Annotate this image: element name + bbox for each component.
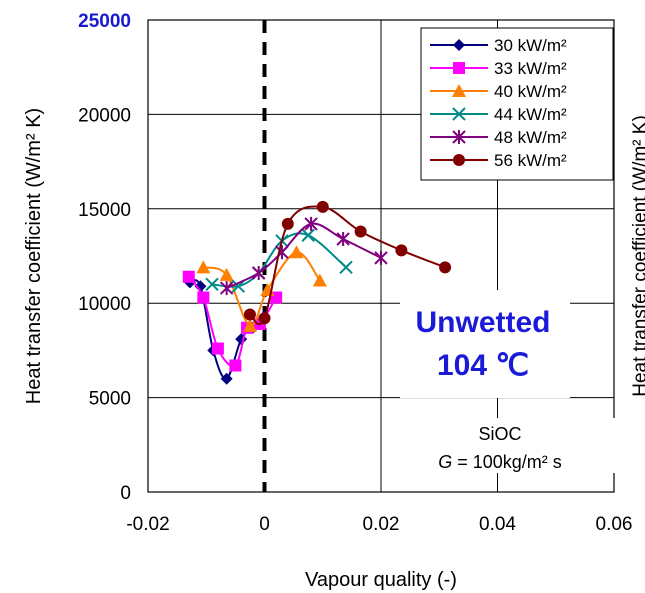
data-point <box>395 244 408 257</box>
data-point <box>243 308 256 321</box>
annotation-background-lower <box>445 418 615 473</box>
legend-marker <box>452 84 466 97</box>
legend-label: 40 kW/m² <box>494 82 567 101</box>
data-point <box>205 277 219 292</box>
x-axis-title: Vapour quality (-) <box>305 569 457 591</box>
data-point <box>251 265 266 280</box>
plot-frame <box>147 19 615 493</box>
y-axis-title: Heat transfer coefficient (W/m² K) <box>23 108 45 404</box>
series-layer <box>182 200 452 385</box>
data-point <box>219 267 234 281</box>
annotation-background <box>400 290 570 398</box>
y-tick-label: 10000 <box>78 294 131 315</box>
legend-entry: 44 kW/m² <box>430 105 567 124</box>
material-label: SiOC <box>478 424 521 444</box>
data-point <box>197 291 210 304</box>
data-point <box>354 225 367 238</box>
x-tick-labels: -0.02 0 0.02 0.04 0.06 <box>126 514 632 535</box>
y-tick-label: 25000 <box>78 11 131 32</box>
legend-label: 30 kW/m² <box>494 36 567 55</box>
temperature-label: 104 ℃ <box>437 349 529 382</box>
data-point <box>220 372 233 385</box>
legend-marker <box>452 107 466 121</box>
y-tick-labels: 0 5000 10000 15000 20000 25000 <box>78 11 131 504</box>
legend-box <box>420 27 614 181</box>
mass-flux-value: = 100kg/m² s <box>452 452 562 472</box>
legend: 30 kW/m² 33 kW/m² 40 kW/m² 44 kW/m² 48 kW/m²… <box>420 27 614 181</box>
data-point <box>196 260 211 274</box>
data-point <box>336 232 350 247</box>
data-point <box>219 281 234 296</box>
y-tick-label: 15000 <box>78 200 131 221</box>
data-point <box>281 217 294 230</box>
legend-entry: 56 kW/m² <box>430 151 567 170</box>
legend-label: 48 kW/m² <box>494 128 567 147</box>
data-point <box>242 318 257 332</box>
y-tick-label: 5000 <box>89 389 131 410</box>
x-tick-label: 0.04 <box>479 514 516 535</box>
right-panel-axis-title-fragment: Heat transfer coefficient (W/m² K) <box>630 115 645 397</box>
legend-label: 33 kW/m² <box>494 59 567 78</box>
x-tick-label: 0.06 <box>596 514 633 535</box>
legend-marker <box>453 39 465 51</box>
y-tick-label: 0 <box>120 483 131 504</box>
data-point <box>304 216 318 231</box>
data-point <box>194 280 207 293</box>
data-point <box>312 273 327 287</box>
data-point <box>301 228 315 242</box>
data-point <box>289 245 304 259</box>
legend-label: 56 kW/m² <box>494 151 567 170</box>
mass-flux-label: G = 100kg/m² s <box>438 452 562 472</box>
data-point <box>182 270 195 283</box>
legend-marker <box>453 62 465 74</box>
legend-label: 44 kW/m² <box>494 105 567 124</box>
series-6 <box>243 200 452 326</box>
legend-entry: 30 kW/m² <box>430 36 567 55</box>
legend-entry: 48 kW/m² <box>430 128 567 147</box>
data-point <box>439 261 452 274</box>
legend-entry: 40 kW/m² <box>430 82 567 101</box>
data-point <box>229 359 242 372</box>
data-point <box>339 260 353 275</box>
data-point <box>374 250 388 265</box>
series-4 <box>205 228 353 293</box>
legend-marker <box>453 154 465 166</box>
x-tick-label: 0 <box>259 514 270 535</box>
x-tick-label: 0.02 <box>363 514 400 535</box>
x-tick-label: -0.02 <box>126 514 169 535</box>
condition-label: Unwetted <box>416 306 551 339</box>
legend-entry: 33 kW/m² <box>430 59 567 78</box>
data-point <box>316 200 329 213</box>
y-tick-label: 20000 <box>78 105 131 126</box>
mass-flux-symbol: G <box>438 452 452 472</box>
data-point <box>258 312 271 325</box>
data-point <box>211 342 224 355</box>
legend-marker <box>452 130 466 144</box>
